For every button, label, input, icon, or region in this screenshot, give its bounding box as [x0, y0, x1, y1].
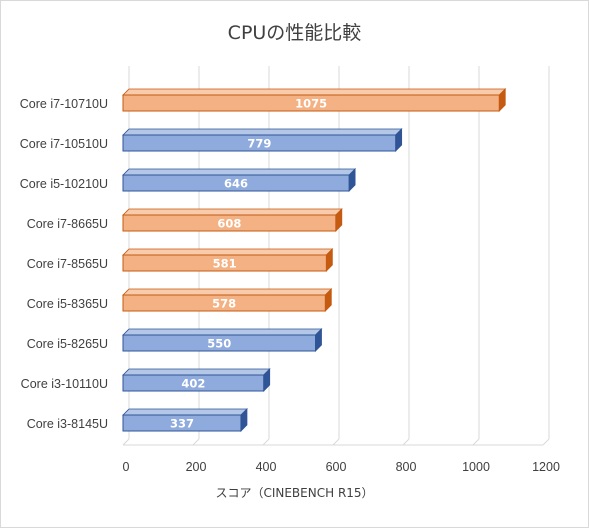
bar: 608 — [122, 208, 343, 232]
x-tick-label: 400 — [256, 460, 277, 474]
gridline-floor — [332, 438, 340, 446]
gridline-floor — [472, 438, 480, 446]
category-label: Core i7-10510U — [20, 137, 108, 151]
x-axis-ticks: 0 200 400 600 800 1000 1200 — [123, 460, 560, 474]
category-label: Core i3-10110U — [21, 377, 108, 391]
data-label: 1075 — [295, 97, 327, 111]
bar: 646 — [122, 168, 357, 192]
x-tick-label: 800 — [396, 460, 417, 474]
bar: 578 — [122, 288, 333, 312]
bar-top-face — [122, 408, 248, 416]
bar-front-face — [122, 294, 326, 312]
bar-front-face — [122, 414, 242, 432]
category-label: Core i5-10210U — [20, 177, 108, 191]
gridline-floor — [262, 438, 270, 446]
bars: 1075 779 646 608 581 578 550 402 337 — [122, 88, 507, 432]
gridline-floor — [192, 438, 200, 446]
bar-front-face — [122, 254, 327, 272]
x-axis-title: スコア（CINEBENCH R15） — [215, 486, 374, 500]
bar-top-face — [122, 208, 343, 216]
bar-top-face — [122, 128, 403, 136]
category-label: Core i5-8365U — [27, 297, 108, 311]
x-tick-label: 1000 — [462, 460, 490, 474]
x-tick-label: 1200 — [532, 460, 560, 474]
x-tick-label: 200 — [186, 460, 207, 474]
bar: 337 — [122, 408, 248, 432]
x-tick-label: 600 — [326, 460, 347, 474]
category-label: Core i7-8665U — [27, 217, 108, 231]
category-label: Core i3-8145U — [27, 417, 108, 431]
category-label: Core i7-10710U — [20, 97, 108, 111]
bar-top-face — [122, 328, 323, 336]
data-label: 779 — [247, 137, 271, 151]
bar-top-face — [122, 368, 271, 376]
bar-top-face — [122, 248, 334, 256]
bar-front-face — [122, 214, 337, 232]
bar-front-face — [122, 134, 397, 152]
data-label: 402 — [181, 377, 205, 391]
gridline-floor — [122, 438, 130, 446]
chart-title: CPUの性能比較 — [227, 22, 362, 44]
data-label: 608 — [217, 217, 241, 231]
data-label: 581 — [213, 257, 237, 271]
bar-top-face — [122, 168, 357, 176]
gridline-floor — [402, 438, 410, 446]
data-label: 646 — [224, 177, 248, 191]
gridline-floor — [542, 438, 550, 446]
category-label: Core i5-8265U — [27, 337, 108, 351]
bar-top-face — [122, 88, 507, 96]
bar-front-face — [122, 374, 265, 392]
category-labels: Core i7-10710U Core i7-10510U Core i5-1021… — [20, 97, 108, 431]
bar-front-face — [122, 334, 316, 352]
data-label: 550 — [207, 337, 231, 351]
bar-front-face — [122, 174, 350, 192]
bar: 402 — [122, 368, 271, 392]
bar-top-face — [122, 288, 333, 296]
data-label: 578 — [212, 297, 236, 311]
category-label: Core i7-8565U — [27, 257, 108, 271]
bar: 779 — [122, 128, 403, 152]
bar: 1075 — [122, 88, 507, 112]
bar: 550 — [122, 328, 323, 352]
bar: 581 — [122, 248, 334, 272]
bar-front-face — [122, 94, 500, 112]
x-tick-label: 0 — [123, 460, 130, 474]
data-label: 337 — [170, 417, 194, 431]
